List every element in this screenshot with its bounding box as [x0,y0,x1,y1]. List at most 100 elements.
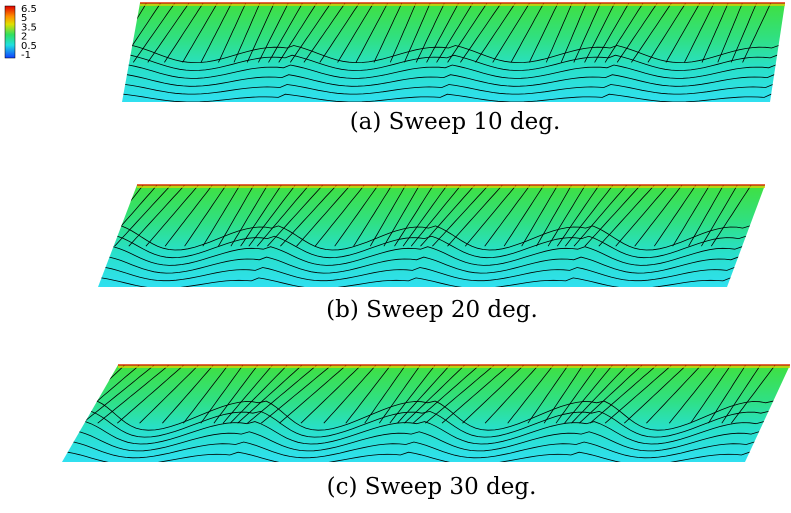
streamline [62,408,790,438]
streamline [139,365,199,424]
streamline [564,365,613,424]
streamline [62,418,787,445]
streamline [415,3,445,63]
streamline [364,365,406,424]
streamline [122,52,785,71]
streamline [584,185,641,247]
streamline [164,3,204,63]
streamline [604,3,644,63]
streamline [547,185,586,247]
panel: (b) Sweep 20 deg. [98,184,765,323]
streamline [98,265,758,282]
colorbar-label: 3.5 [21,22,37,33]
colorbar-label: -1 [21,50,31,61]
streamline [397,365,451,424]
caption: (a) Sweep 10 deg. [350,109,561,135]
streamlines [122,3,785,102]
streamline [462,365,525,424]
streamline [218,3,247,63]
streamline [701,185,738,247]
streamline [404,365,466,424]
streamline [447,3,488,63]
streamline [690,365,732,424]
streamline [246,3,275,63]
streamline [280,185,337,247]
streamline [378,365,421,424]
streamline [233,3,261,63]
streamline [436,3,474,63]
panel: (c) Sweep 30 deg. [62,364,790,500]
streamline [383,185,420,247]
streamline [122,62,785,79]
streamline [528,3,559,63]
streamlines [62,365,790,462]
streamline [578,365,643,424]
streamline [355,3,389,63]
streamline [122,72,785,87]
streamline [303,3,346,63]
streamline [464,185,517,247]
streamline [684,3,715,63]
streamline [62,439,779,459]
streamline [247,365,318,424]
streamline [584,3,616,63]
streamline [410,185,462,247]
streamline [646,365,702,424]
streamline [412,365,480,424]
streamline [402,185,448,247]
streamline [98,254,761,274]
caption: (b) Sweep 20 deg. [326,297,538,323]
streamline [164,185,213,247]
streamline [248,185,296,247]
streamline [615,185,669,247]
panel-surface [122,3,785,102]
streamline [337,3,374,63]
streamline [258,3,289,63]
streamline [300,365,362,424]
panel: (a) Sweep 10 deg. [122,2,785,135]
colorbar [4,5,16,59]
streamline [82,365,155,424]
streamline [425,365,495,424]
streamline [184,185,227,247]
streamline [240,185,282,247]
streamline [571,365,628,424]
streamline [98,233,765,259]
streamline [97,365,170,424]
streamline [98,244,765,266]
streamline [573,3,601,63]
streamline [314,185,365,247]
streamline [132,3,176,63]
streamline [616,3,658,63]
streamline [594,3,630,63]
colorbar-label: 5 [21,13,27,24]
streamline [634,185,683,247]
streamline [701,3,729,63]
streamline [122,43,785,64]
streamline [237,365,303,424]
streamline [672,185,711,247]
streamline [122,82,785,95]
streamline [564,185,614,247]
streamline [708,365,746,424]
streamline [98,276,754,287]
streamline [688,185,724,247]
streamline [536,185,572,247]
streamline [492,3,530,63]
streamline [62,450,775,462]
streamline [484,365,539,424]
streamline [420,185,476,247]
streamline [256,185,310,247]
streamline [556,185,600,247]
streamline [334,185,379,247]
streamline [589,365,658,424]
streamline [624,365,687,424]
streamline [730,3,757,63]
streamline [200,365,244,424]
streamline [503,185,545,247]
streamline [182,3,218,63]
streamline [560,3,587,63]
streamline [475,3,516,63]
streamline [484,185,531,247]
streamline [289,3,332,63]
